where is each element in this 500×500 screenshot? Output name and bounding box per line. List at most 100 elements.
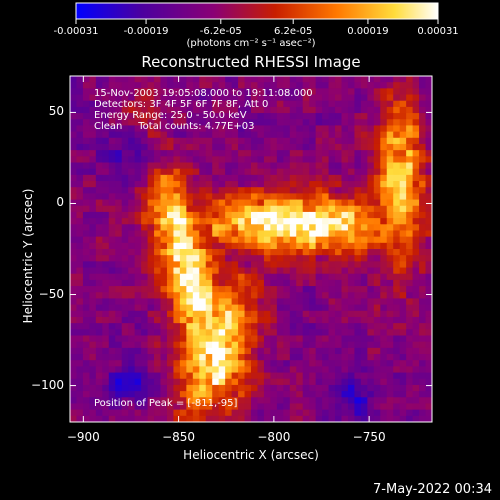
heatmap-pixel	[186, 187, 194, 194]
heatmap-pixel	[141, 292, 149, 300]
heatmap-pixel	[263, 131, 271, 139]
heatmap-pixel	[309, 335, 317, 343]
heatmap-pixel	[289, 137, 297, 145]
heatmap-pixel	[225, 168, 233, 176]
heatmap-pixel	[154, 137, 162, 145]
heatmap-pixel	[283, 187, 291, 194]
heatmap-pixel	[160, 205, 168, 213]
heatmap-pixel	[128, 199, 136, 207]
heatmap-pixel	[166, 354, 175, 361]
heatmap-pixel	[380, 168, 388, 176]
heatmap-pixel	[276, 279, 284, 287]
heatmap-pixel	[192, 230, 200, 238]
heatmap-pixel	[186, 304, 194, 312]
heatmap-pixel	[199, 76, 207, 83]
heatmap-pixel	[244, 224, 252, 232]
heatmap-pixel	[154, 236, 162, 244]
heatmap-pixel	[347, 304, 356, 312]
heatmap-pixel	[347, 211, 356, 219]
heatmap-pixel	[399, 205, 407, 213]
heatmap-pixel	[289, 113, 297, 120]
heatmap-pixel	[276, 230, 284, 238]
heatmap-pixel	[251, 409, 259, 417]
heatmap-pixel	[412, 255, 420, 262]
heatmap-pixel	[341, 106, 349, 114]
heatmap-pixel	[335, 224, 343, 232]
heatmap-pixel	[263, 403, 271, 411]
heatmap-pixel	[251, 94, 259, 102]
heatmap-pixel	[373, 255, 381, 262]
heatmap-pixel	[244, 181, 252, 188]
heatmap-pixel	[425, 242, 432, 250]
heatmap-pixel	[283, 292, 291, 300]
heatmap-pixel	[328, 236, 336, 244]
heatmap-pixel	[244, 88, 252, 96]
heatmap-pixel	[186, 360, 194, 367]
heatmap-pixel	[128, 156, 136, 164]
heatmap-pixel	[166, 261, 175, 269]
heatmap-pixel	[328, 372, 336, 380]
heatmap-pixel	[179, 347, 187, 355]
heatmap-pixel	[399, 168, 407, 176]
heatmap-pixel	[199, 137, 207, 145]
heatmap-pixel	[380, 403, 388, 411]
heatmap-pixel	[199, 273, 207, 281]
heatmap-pixel	[354, 162, 362, 170]
heatmap-pixel	[108, 304, 116, 312]
heatmap-pixel	[218, 366, 226, 374]
heatmap-pixel	[102, 125, 110, 133]
heatmap-pixel	[412, 193, 420, 201]
heatmap-pixel	[102, 88, 110, 96]
heatmap-pixel	[121, 205, 129, 213]
heatmap-pixel	[425, 391, 432, 398]
heatmap-pixel	[89, 255, 97, 262]
heatmap-pixel	[108, 335, 116, 343]
heatmap-pixel	[70, 106, 78, 114]
heatmap-pixel	[102, 397, 110, 405]
heatmap-pixel	[289, 273, 297, 281]
heatmap-pixel	[380, 131, 388, 139]
heatmap-pixel	[199, 415, 207, 422]
heatmap-pixel	[263, 372, 271, 380]
heatmap-pixel	[186, 403, 194, 411]
heatmap-pixel	[154, 378, 162, 386]
colorbar-tick-label: 0.00019	[347, 26, 389, 37]
heatmap-pixel	[166, 286, 175, 293]
heatmap-pixel	[322, 113, 330, 120]
heatmap-pixel	[76, 199, 84, 207]
heatmap-pixel	[315, 150, 323, 157]
heatmap-pixel	[212, 211, 220, 219]
heatmap-pixel	[270, 316, 278, 324]
heatmap-pixel	[386, 100, 394, 108]
heatmap-pixel	[296, 205, 304, 213]
heatmap-pixel	[412, 286, 420, 293]
heatmap-pixel	[179, 415, 187, 422]
heatmap-pixel	[166, 335, 175, 343]
heatmap-pixel	[302, 156, 310, 164]
heatmap-pixel	[367, 156, 375, 164]
heatmap-pixel	[82, 82, 90, 89]
heatmap-pixel	[205, 230, 213, 238]
heatmap-pixel	[263, 156, 271, 164]
heatmap-pixel	[128, 292, 136, 300]
heatmap-pixel	[218, 249, 226, 256]
heatmap-pixel	[322, 100, 330, 108]
heatmap-pixel	[263, 347, 271, 355]
heatmap-pixel	[283, 304, 291, 312]
heatmap-pixel	[373, 347, 381, 355]
heatmap-pixel	[360, 415, 368, 422]
heatmap-pixel	[179, 360, 187, 367]
heatmap-pixel	[225, 94, 233, 102]
heatmap-pixel	[360, 261, 368, 269]
heatmap-pixel	[102, 218, 110, 225]
heatmap-pixel	[302, 106, 310, 114]
heatmap-pixel	[386, 218, 394, 225]
heatmap-pixel	[302, 354, 310, 361]
heatmap-pixel	[263, 181, 271, 188]
heatmap-pixel	[373, 205, 381, 213]
heatmap-pixel	[341, 329, 349, 337]
heatmap-pixel	[179, 329, 187, 337]
heatmap-pixel	[347, 347, 356, 355]
heatmap-pixel	[212, 199, 220, 207]
heatmap-pixel	[373, 156, 381, 164]
